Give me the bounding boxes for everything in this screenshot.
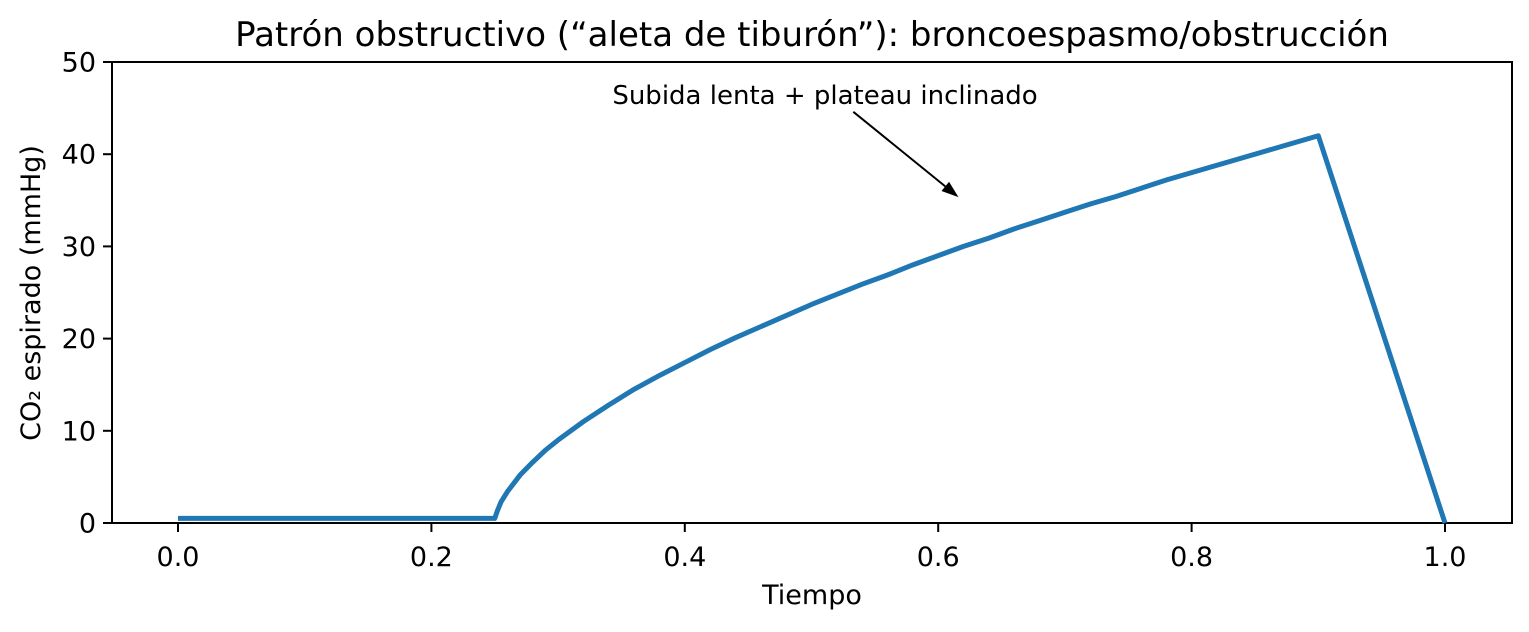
x-tick-label: 1.0: [1424, 542, 1467, 573]
y-tick-label: 20: [62, 324, 96, 355]
x-tick-label: 0.6: [917, 542, 960, 573]
series-polyline: [178, 133, 1448, 524]
y-tick-label: 40: [62, 140, 96, 171]
x-tick-label: 0.4: [663, 542, 706, 573]
y-axis-label: CO₂ espirado (mmHg): [16, 145, 47, 441]
co2-waveform-line: [178, 133, 1448, 524]
arrow-head-icon: [941, 181, 959, 198]
x-tick-label: 0.8: [1170, 542, 1213, 573]
y-tick-label: 30: [62, 232, 96, 263]
x-axis-label: Tiempo: [761, 580, 862, 611]
arrow-shaft: [852, 111, 946, 188]
annotation-arrow: [852, 111, 959, 198]
chart-title: Patrón obstructivo (“aleta de tiburón”):…: [235, 15, 1389, 55]
x-tick-label: 0.0: [157, 542, 200, 573]
x-tick-label: 0.2: [410, 542, 453, 573]
axis-ticks: 0.0 0.2 0.4 0.6 0.8 1.0 0 10 20 30 40 50: [62, 48, 1467, 574]
y-tick-label: 0: [79, 509, 96, 540]
plot-border: [111, 61, 1513, 524]
y-tick-label: 50: [62, 48, 96, 79]
annotation-text: Subida lenta + plateau inclinado: [612, 81, 1037, 111]
y-tick-label: 10: [62, 416, 96, 447]
